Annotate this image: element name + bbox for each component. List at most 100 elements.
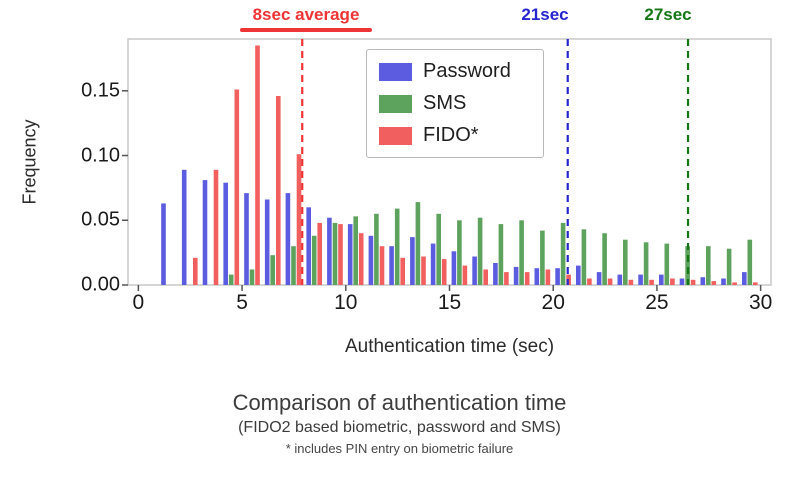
hist-bar-sms	[726, 248, 732, 285]
hist-bar-fido	[213, 169, 219, 285]
x-tick-label: 15	[437, 291, 462, 314]
hist-bar-password	[617, 274, 623, 285]
hist-bar-sms	[706, 246, 711, 285]
fido-average-underline	[240, 28, 372, 32]
hist-bar-fido	[296, 154, 302, 285]
hist-bar-fido	[358, 233, 364, 285]
y-tick-label: 0.10	[81, 144, 120, 167]
x-tick-label: 30	[748, 291, 773, 314]
hist-bar-fido	[317, 222, 322, 285]
hist-bar-password	[347, 224, 353, 285]
y-tick-label: 0.15	[81, 79, 120, 102]
legend-item-fido: FIDO*	[379, 123, 531, 148]
x-tick-label: 5	[236, 291, 248, 314]
chart-subtitle: (FIDO2 based biometric, password and SMS…	[238, 419, 561, 436]
hist-bar-sms	[436, 213, 441, 285]
hist-bar-fido	[628, 279, 634, 285]
hist-bar-sms	[311, 235, 317, 285]
hist-bar-fido	[193, 257, 198, 285]
hist-bar-sms	[415, 202, 421, 285]
hist-bar-fido	[524, 272, 530, 285]
hist-bar-fido	[400, 257, 405, 285]
hist-bar-password	[555, 268, 560, 285]
password-legend-swatch	[379, 62, 412, 81]
legend: Password SMS FIDO*	[366, 49, 544, 158]
hist-bar-password	[513, 266, 519, 285]
password-average-annotation: 21sec	[521, 5, 569, 24]
hist-bar-sms	[353, 216, 358, 285]
hist-bar-password	[742, 272, 747, 285]
sms-legend-swatch	[379, 94, 412, 113]
hist-bar-fido	[670, 278, 675, 285]
x-axis-label: Authentication time (sec)	[344, 336, 555, 357]
hist-bar-sms	[332, 222, 338, 285]
hist-bar-fido	[753, 282, 758, 285]
fido-average-annotation: 8sec average	[252, 5, 360, 24]
hist-bar-sms	[394, 208, 400, 285]
chart-title: Comparison of authentication time	[232, 390, 567, 415]
hist-bar-password	[368, 235, 374, 285]
hist-bar-password	[181, 169, 187, 285]
sms-legend-label: SMS	[423, 92, 467, 114]
hist-bar-sms	[249, 269, 255, 285]
y-axis-label: Frequency	[19, 119, 40, 205]
hist-bar-sms	[602, 233, 607, 285]
hist-bar-sms	[270, 255, 275, 285]
x-tick-label: 25	[645, 291, 669, 314]
hist-bar-sms	[374, 213, 379, 285]
hist-bar-password	[389, 246, 394, 285]
hist-bar-sms	[291, 246, 296, 285]
hist-bar-fido	[690, 279, 696, 285]
legend-item-sms: SMS	[379, 91, 531, 116]
fido-legend-label: FIDO*	[423, 124, 479, 146]
hist-bar-fido	[255, 45, 260, 285]
hist-bar-fido	[504, 272, 509, 285]
hist-bar-password	[285, 193, 291, 285]
hist-bar-sms	[581, 229, 587, 285]
hist-bar-sms	[747, 239, 753, 285]
hist-bar-sms	[560, 222, 566, 285]
hist-bar-password	[202, 180, 208, 285]
hist-bar-password	[659, 274, 664, 285]
hist-bar-password	[327, 217, 332, 285]
hist-bar-password	[161, 203, 166, 285]
y-tick-label: 0.05	[81, 208, 120, 231]
hist-bar-fido	[732, 282, 737, 285]
hist-bar-sms	[643, 242, 649, 285]
x-tick-label: 20	[541, 291, 565, 314]
hist-bar-sms	[664, 243, 670, 285]
hist-bar-password	[306, 207, 311, 285]
hist-bar-fido	[711, 281, 717, 285]
hist-bar-password	[638, 274, 643, 285]
hist-bar-fido	[649, 279, 654, 285]
password-legend-label: Password	[423, 60, 511, 82]
hist-bar-sms	[623, 239, 628, 285]
chart-footnote: * includes PIN entry on biometric failur…	[285, 441, 514, 456]
hist-bar-fido	[462, 265, 468, 285]
hist-bar-fido	[421, 256, 426, 285]
x-tick-label: 0	[132, 291, 145, 314]
hist-bar-fido	[338, 224, 343, 285]
hist-bar-fido	[276, 96, 281, 285]
legend-item-password: Password	[379, 59, 531, 84]
hist-bar-password	[451, 251, 457, 285]
hist-bar-sms	[540, 230, 545, 285]
hist-bar-password	[264, 199, 270, 285]
hist-bar-password	[679, 278, 685, 285]
hist-bar-sms	[457, 220, 462, 285]
hist-bar-fido	[545, 269, 551, 285]
hist-bar-fido	[483, 269, 488, 285]
hist-bar-sms	[498, 224, 504, 285]
hist-bar-password	[430, 243, 436, 285]
hist-bar-password	[244, 193, 249, 285]
hist-bar-sms	[228, 274, 234, 285]
hist-bar-password	[493, 263, 498, 285]
hist-bar-password	[700, 277, 706, 285]
x-tick-label: 10	[334, 291, 358, 314]
fido-legend-swatch	[379, 126, 412, 145]
hist-bar-fido	[587, 278, 592, 285]
hist-bar-password	[472, 256, 477, 285]
sms-average-annotation: 27sec	[644, 5, 692, 24]
